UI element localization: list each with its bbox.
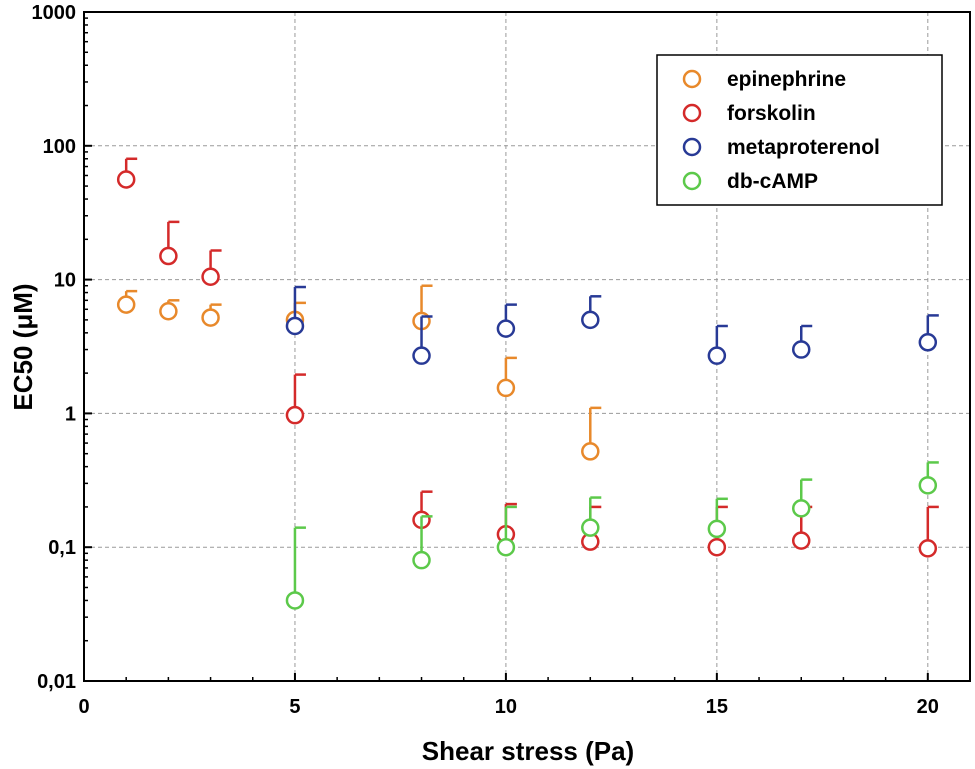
data-point (581, 310, 600, 330)
y-tick-label: 100 (43, 136, 76, 158)
x-axis-title: Shear stress (Pa) (422, 736, 634, 766)
data-point (918, 539, 938, 558)
data-point (159, 302, 178, 321)
data-point (412, 550, 431, 570)
x-tick-label: 20 (917, 696, 939, 718)
data-point (285, 405, 305, 425)
data-point (285, 316, 305, 336)
data-point (707, 519, 727, 539)
y-tick-label: 10 (54, 270, 76, 292)
data-point (791, 531, 811, 550)
legend-box (656, 54, 943, 206)
series-metaproterenol (285, 285, 939, 365)
y-tick-label: 0,1 (48, 537, 76, 559)
y-tick-label: 1 (65, 403, 76, 425)
legend-marker (682, 171, 702, 191)
legend-label: metaproterenol (727, 136, 880, 159)
legend-label: epinephrine (727, 68, 846, 91)
legend-marker (682, 103, 702, 123)
x-tick-label: 5 (289, 696, 300, 718)
legend-marker (682, 69, 702, 89)
y-axis-title: EC50 (μM) (8, 283, 38, 410)
y-tick-label: 0,01 (37, 671, 76, 693)
axis-ticks: 0,01 0,1 1 10 100 1000 0 5 10 15 20 (32, 2, 939, 718)
data-point (791, 499, 811, 518)
data-markers (116, 157, 939, 610)
data-point (201, 308, 220, 327)
data-point (496, 319, 516, 338)
legend-label: db-cAMP (727, 170, 818, 193)
x-tick-label: 15 (706, 696, 728, 718)
data-point (116, 170, 136, 189)
series-db-cAMP (285, 461, 939, 610)
data-point (918, 333, 938, 352)
data-point (707, 537, 727, 557)
series-forskolin (116, 157, 939, 558)
legend: epinephrine forskolin metaproterenol db-cAM… (656, 54, 943, 206)
data-point (201, 267, 220, 287)
data-point (791, 340, 811, 359)
data-point (581, 518, 600, 537)
data-point (285, 591, 305, 610)
x-tick-label: 10 (495, 696, 517, 718)
legend-marker (682, 137, 702, 157)
data-point (496, 537, 516, 557)
data-point (412, 346, 431, 365)
x-tick-label: 0 (78, 696, 89, 718)
data-point (159, 246, 178, 266)
plot-frame (83, 11, 971, 682)
data-point (116, 295, 136, 314)
legend-label: forskolin (727, 102, 816, 125)
data-point (496, 378, 516, 398)
data-point (707, 346, 727, 365)
data-point (918, 476, 938, 495)
series-epinephrine (116, 284, 602, 461)
data-point (581, 442, 600, 461)
y-tick-label: 1000 (32, 2, 77, 24)
